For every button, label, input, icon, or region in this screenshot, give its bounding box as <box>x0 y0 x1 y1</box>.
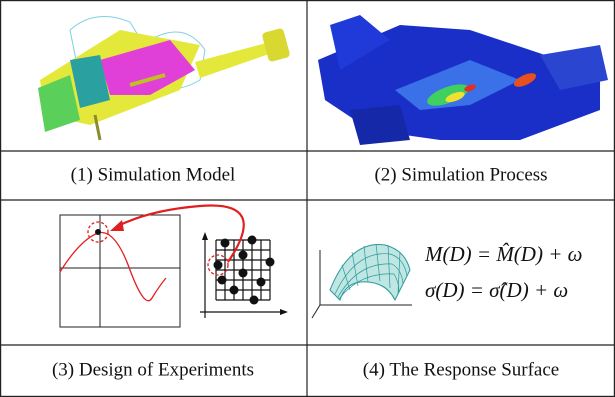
caption: (2) Simulation Process <box>374 164 547 185</box>
caption: (1) Simulation Model <box>71 164 236 185</box>
equation-sigma: σ(D) = σ̂(D) + ω <box>425 278 568 302</box>
simulation-model-image <box>22 8 294 141</box>
simulation-process-image <box>312 4 610 148</box>
response-surface-image: M(D) = M̂(D) + ω σ(D) = σ̂(D) + ω <box>312 242 582 318</box>
figure: M(D) = M̂(D) + ω σ(D) = σ̂(D) + ω (1) Si… <box>0 0 615 397</box>
caption: (4) The Response Surface <box>363 359 559 380</box>
caption: (3) Design of Experiments <box>52 359 254 380</box>
equation-mean: M(D) = M̂(D) + ω <box>424 242 582 266</box>
doe-image <box>60 205 288 327</box>
